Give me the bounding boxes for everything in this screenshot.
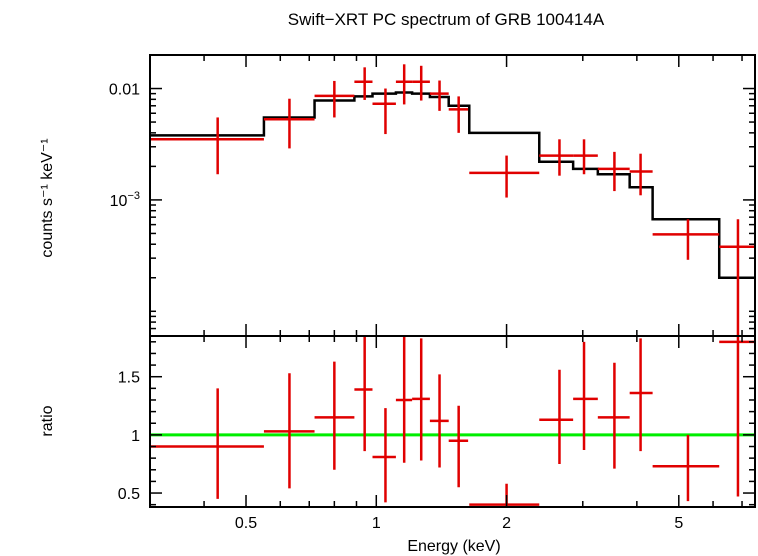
x-tick-label: 2 xyxy=(502,515,511,532)
x-tick-label: 0.5 xyxy=(235,515,257,532)
model-step-line xyxy=(150,91,755,280)
spectrum-data-point xyxy=(412,65,430,101)
ratio-y-tick-label: 1 xyxy=(131,428,140,445)
ratio-data-point xyxy=(429,374,449,468)
ratio-data-point xyxy=(573,341,598,450)
ratio-data-point xyxy=(314,361,355,470)
spectrum-data-point xyxy=(448,96,469,133)
ratio-data-point xyxy=(372,408,396,503)
spectrum-data-point xyxy=(573,139,598,175)
ratio-plot-area xyxy=(150,336,755,507)
spectrum-data-point xyxy=(395,64,413,105)
ratio-data-point xyxy=(652,434,720,502)
spectrum-data-point xyxy=(539,139,574,176)
x-tick-label: 1 xyxy=(372,515,381,532)
ratio-data-point xyxy=(597,362,630,469)
spectrum-y-axis-label: counts s⁻¹ keV⁻¹ xyxy=(39,138,56,257)
spectrum-data-point xyxy=(597,151,630,192)
ratio-y-tick-label-text: 0.5 xyxy=(118,486,140,503)
ratio-y-tick-label: 1.5 xyxy=(118,370,140,387)
ratio-y-tick-label-text: 1.5 xyxy=(118,370,140,387)
chart-title: Swift−XRT PC spectrum of GRB 100414A xyxy=(288,10,605,29)
spectrum-data-point xyxy=(314,80,355,118)
x-tick-label: 5 xyxy=(674,515,683,532)
ratio-data-point xyxy=(395,336,413,463)
ratio-data-point xyxy=(629,338,653,452)
spectrum-plot-area xyxy=(150,64,755,336)
x-axis-label: Energy (keV) xyxy=(407,538,500,555)
spectrum-data-point xyxy=(372,88,396,135)
spectrum-panel: 0.01 10−3 xyxy=(109,54,756,337)
ratio-y-tick-label: 0.5 xyxy=(118,486,140,503)
ratio-frame xyxy=(149,335,756,508)
ratio-data-point xyxy=(469,483,540,507)
spectrum-data-point xyxy=(719,219,755,336)
ratio-panel: 0.5 1 1.5 0.5 1 2 5 xyxy=(118,335,756,532)
spectrum-y-tick-label-exponent: −3 xyxy=(127,190,140,202)
spectrum-data-point xyxy=(469,155,540,198)
spectrum-y-tick-label-text: 0.01 xyxy=(109,82,140,99)
ratio-data-point xyxy=(448,405,469,488)
spectrum-data-point xyxy=(652,219,720,260)
ratio-data-point xyxy=(150,388,264,499)
spectrum-frame xyxy=(149,54,756,337)
spectrum-y-tick-label: 10−3 xyxy=(110,190,140,210)
ratio-data-point xyxy=(263,373,315,489)
ratio-data-point xyxy=(412,338,430,461)
ratio-data-point xyxy=(719,336,755,497)
spectrum-data-point xyxy=(629,153,653,196)
ratio-data-point xyxy=(354,336,373,452)
ratio-y-axis-label: ratio xyxy=(39,405,56,436)
spectrum-data-point xyxy=(354,67,373,100)
spectrum-data-point xyxy=(429,80,449,111)
ratio-data-point xyxy=(539,369,574,464)
ratio-y-tick-label-text: 1 xyxy=(131,428,140,445)
spectrum-data-point xyxy=(263,98,315,149)
spectrum-y-tick-label-text: 10 xyxy=(110,193,128,210)
spectrum-y-tick-label: 0.01 xyxy=(109,82,140,99)
spectrum-data-point xyxy=(150,117,264,175)
